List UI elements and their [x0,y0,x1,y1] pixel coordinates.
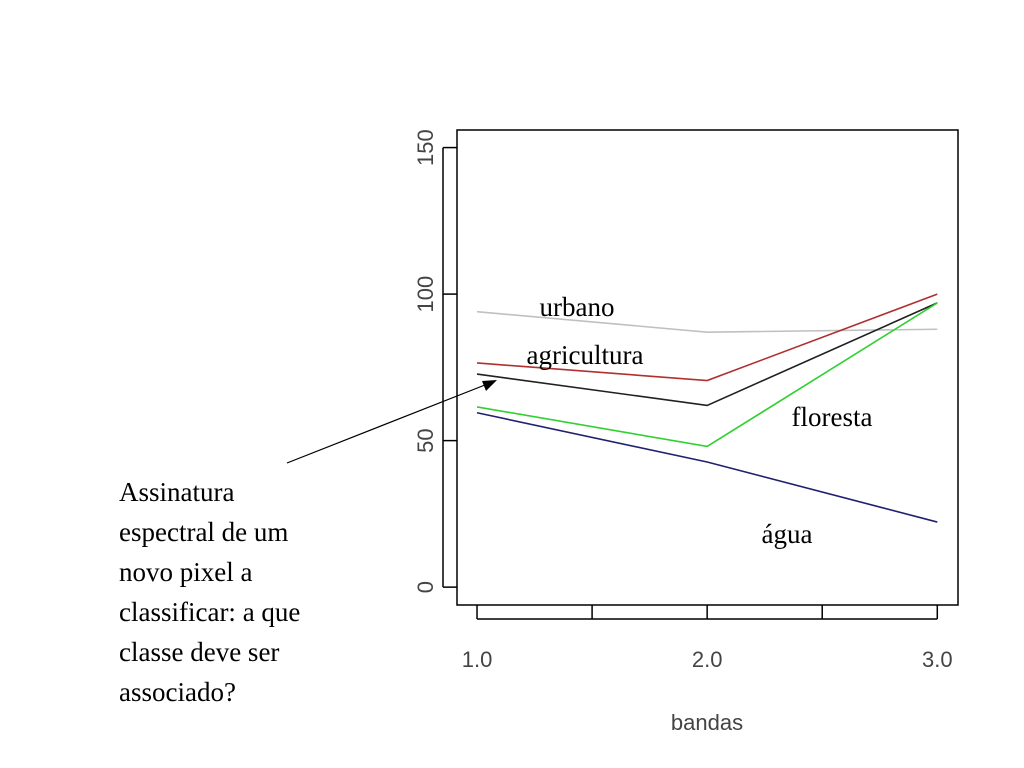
series-label: água [762,519,813,549]
series-line [476,302,938,448]
series-line [476,293,938,382]
y-tick-label: 0 [413,581,438,593]
annotation-line: classe deve ser [119,637,279,667]
y-tick-label: 150 [413,129,438,166]
x-tick-label: 1.0 [462,647,493,672]
series-label: floresta [792,402,873,432]
x-axis-label: bandas [671,710,743,735]
x-tick-label: 2.0 [692,647,723,672]
series-label: urbano [540,292,615,322]
annotation-line: novo pixel a [119,557,252,587]
series-line [476,302,938,407]
y-tick-label: 50 [413,428,438,452]
annotation-line: Assinatura [119,477,234,507]
series-label: agricultura [527,340,644,370]
x-tick-label: 3.0 [922,647,953,672]
annotation-line: associado? [119,677,236,707]
series-line [476,310,938,333]
arrow [286,382,491,464]
series-line [476,411,938,523]
annotation-line: classificar: a que [119,597,300,627]
y-tick-label: 100 [413,276,438,313]
annotation-line: espectral de um [119,517,288,547]
arrow-head [482,380,497,391]
